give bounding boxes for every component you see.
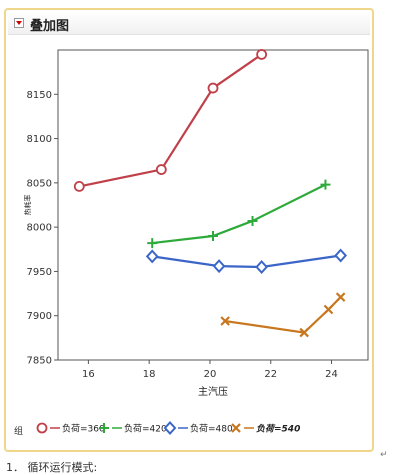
x-tick-label: 18 [143,369,156,380]
legend-label: 负荷=480 [190,423,233,435]
data-point [247,215,258,226]
data-point [147,238,158,249]
legend-label: 负荷=360 [62,423,105,435]
data-point [334,248,347,263]
data-point [299,327,309,338]
paragraph-mark-icon: ↵ [380,450,388,460]
y-tick-label: 7900 [27,311,52,322]
y-axis-label: 热耗率 [23,195,32,216]
y-tick-label: 7850 [27,356,52,367]
y-tick-label: 8150 [27,90,52,101]
legend-title: 组 [14,425,23,437]
y-tick-label: 7950 [27,267,52,278]
panel-title: 叠加图 [30,19,70,34]
data-point [73,180,85,192]
data-point [323,304,334,315]
data-point [208,231,218,241]
legend-marker [99,423,109,433]
data-point [255,260,268,274]
disclosure-toggle-icon[interactable] [14,18,24,28]
data-point [220,316,230,326]
x-tick-label: 22 [264,369,277,380]
data-point [320,179,331,190]
data-point [207,82,219,94]
legend-marker [231,423,241,433]
y-tick-label: 8050 [27,178,52,189]
data-point [212,259,226,274]
x-tick-label: 24 [325,369,338,380]
series-line [79,53,263,188]
y-tick-label: 8100 [27,134,52,145]
x-tick-label: 16 [82,369,95,380]
legend-label: 负荷=420 [124,423,167,435]
x-tick-label: 20 [204,369,217,380]
data-point [256,49,268,60]
legend-marker [36,422,48,434]
series-line [152,183,326,245]
series-line [224,296,342,334]
legend-label: 负荷=540 [256,424,300,435]
data-point [145,249,159,264]
x-axis-label: 主汽压 [198,385,228,398]
data-point [335,292,346,302]
series-line [152,254,341,269]
panel-header: 叠加图 [8,12,370,35]
legend-marker [163,421,177,435]
y-tick-label: 8000 [27,223,52,234]
data-point [155,164,167,175]
footnote-text: 1． 循环运行模式: [6,461,98,474]
plot-area [57,49,369,361]
